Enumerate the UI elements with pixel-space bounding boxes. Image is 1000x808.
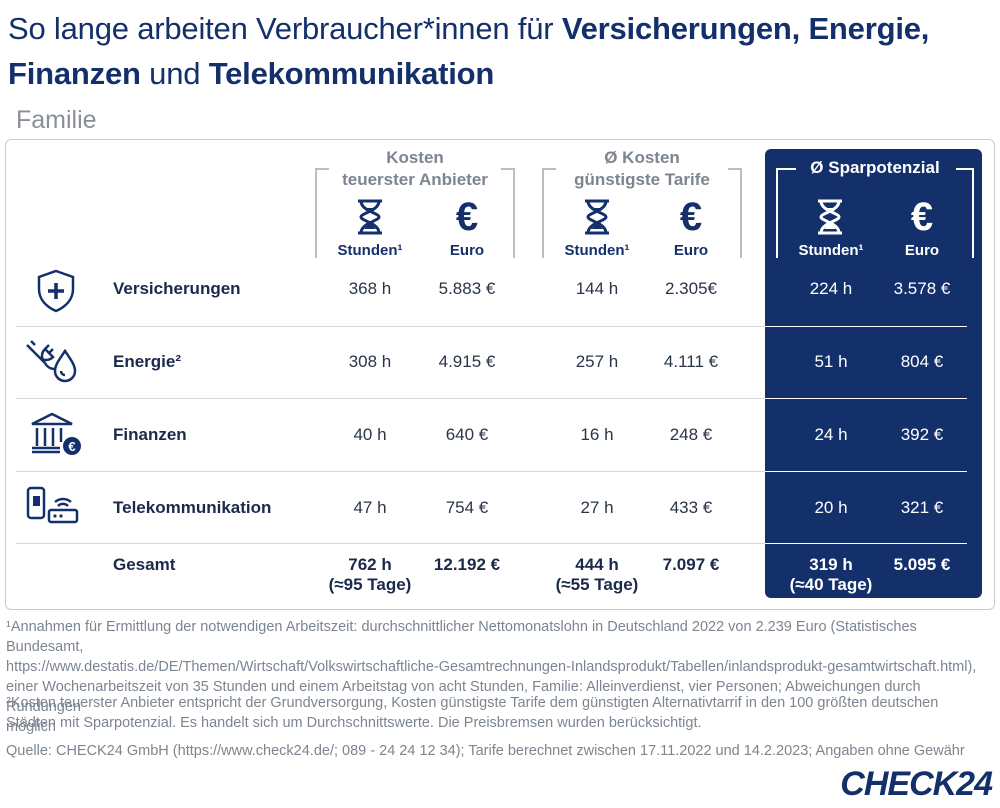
footnote-1: ¹Annahmen für Ermittlung der notwendigen… (6, 617, 996, 737)
group-bracket-1 (315, 167, 515, 258)
table-cell: 47 h (353, 498, 387, 517)
table-cell: 308 h (348, 352, 392, 371)
group-header-line2: teuerster Anbieter (342, 170, 488, 189)
total-label: Gesamt (113, 555, 176, 574)
unit-hours: Stunden¹ (798, 242, 864, 259)
row-divider (16, 471, 765, 472)
table-cell: 51 h (814, 352, 848, 371)
table-cell: 640 € (445, 425, 489, 444)
check24-logo: CHECK24 (840, 765, 993, 803)
table-cell: 433 € (669, 498, 713, 517)
table-cell: 24 h (814, 425, 848, 444)
plug-drop-icon (26, 340, 77, 383)
table-cell: 3.578 € (893, 279, 951, 298)
title-bold-3: Telekommunikation (208, 56, 495, 91)
group-header-expensive: Kosten teuerster Anbieter (315, 147, 515, 191)
total-cell-value: 12.192 € (433, 555, 501, 574)
total-cell-days: (≈40 Tage) (789, 575, 873, 594)
unit-euro: Euro (449, 242, 485, 259)
hourglass-icon (358, 199, 382, 235)
total-cell: 5.095 € (872, 555, 972, 575)
row-divider (765, 471, 967, 472)
unit-euro: Euro (904, 242, 940, 259)
row-divider (765, 398, 967, 399)
total-cell-value: 5.095 € (893, 555, 951, 574)
source-note: Quelle: CHECK24 GmbH (https://www.check2… (6, 743, 965, 759)
footnote-line: ¹Annahmen für Ermittlung der notwendigen… (6, 619, 917, 655)
total-cell: 7.097 € (641, 555, 741, 575)
table-cell: 2.305€ (665, 279, 717, 298)
table-cell: 804 € (900, 352, 944, 371)
total-cell-value: 444 h (575, 555, 619, 574)
subtitle: Familie (16, 106, 97, 134)
table-cell: 40 h (353, 425, 387, 444)
group-header-line1: Ø Kosten (604, 148, 680, 167)
row-label: Versicherungen (113, 279, 241, 298)
total-cell-value: 7.097 € (662, 555, 720, 574)
savings-highlight-column (765, 149, 982, 598)
table-cell: 20 h (814, 498, 848, 517)
title-bold-2: Finanzen (8, 56, 141, 91)
group-header-line1: Kosten (386, 148, 444, 167)
footnote-line: einer Wochenarbeitszeit von 35 Stunden u… (6, 679, 921, 715)
row-label: Telekommunikation (113, 498, 272, 517)
group-bracket-2 (542, 167, 742, 258)
page-title: So lange arbeiten Verbraucher*innen für … (8, 6, 998, 96)
table-cell: 392 € (900, 425, 944, 444)
group-header-cheapest: Ø Kosten günstigste Tarife (542, 147, 742, 191)
table-cell: 248 € (669, 425, 713, 444)
table-cell: 144 h (575, 279, 619, 298)
total-cell: 12.192 € (417, 555, 517, 575)
euro-symbol-icon: € (679, 195, 703, 239)
row-divider (16, 543, 765, 544)
unit-hours: Stunden¹ (564, 242, 630, 259)
table-cell: 5.883 € (438, 279, 496, 298)
title-mid: und (140, 56, 209, 91)
group-header-line2: günstigste Tarife (574, 170, 710, 189)
table-cell: 368 h (348, 279, 392, 298)
group-header-line1: Ø Sparpotenzial (810, 158, 940, 177)
table-cell: 224 h (809, 279, 853, 298)
table-cell: 4.915 € (438, 352, 496, 371)
hourglass-icon (818, 199, 842, 235)
total-cell: 319 h (≈40 Tage) (781, 555, 881, 595)
total-cell-value: 762 h (348, 555, 392, 574)
unit-euro: Euro (673, 242, 709, 259)
total-cell-days: (≈55 Tage) (555, 575, 639, 594)
title-bold-1: Versicherungen, Energie, (561, 11, 930, 46)
table-cell: 257 h (575, 352, 619, 371)
row-divider (16, 398, 765, 399)
total-cell-days: (≈95 Tage) (328, 575, 412, 594)
euro-symbol-icon: € (455, 195, 479, 239)
table-cell: 754 € (445, 498, 489, 517)
row-divider (765, 543, 967, 544)
row-divider (16, 326, 765, 327)
euro-symbol-icon: € (910, 195, 934, 239)
table-cell: 27 h (580, 498, 614, 517)
total-cell: 762 h (≈95 Tage) (320, 555, 420, 595)
title-prefix: So lange arbeiten Verbraucher*innen für (8, 11, 562, 46)
table-cell: 16 h (580, 425, 614, 444)
row-label: Energie² (113, 352, 182, 371)
total-cell: 444 h (≈55 Tage) (547, 555, 647, 595)
shield-plus-icon (37, 269, 75, 313)
total-cell-value: 319 h (809, 555, 853, 574)
phone-router-icon (26, 486, 79, 524)
group-header-savings: Ø Sparpotenzial (776, 157, 974, 179)
bank-euro-icon: € (31, 412, 81, 455)
row-label: Finanzen (113, 425, 187, 444)
group-bracket-3 (776, 167, 974, 258)
table-cell: 4.111 € (663, 352, 719, 371)
footnote-line: Städten mit Sparpotenzial. Es handelt si… (6, 715, 702, 731)
table-cell: 321 € (900, 498, 944, 517)
hourglass-icon (585, 199, 609, 235)
row-divider (765, 326, 967, 327)
footnote-line: möglich (6, 719, 56, 735)
unit-hours: Stunden¹ (337, 242, 403, 259)
svg-text:€: € (68, 439, 75, 454)
footnote-line: https://www.destatis.de/DE/Themen/Wirtsc… (6, 659, 977, 675)
footnote-line: ²Kosten teuerster Anbieter entspricht de… (6, 695, 939, 711)
footnote-2: ²Kosten teuerster Anbieter entspricht de… (6, 693, 996, 733)
